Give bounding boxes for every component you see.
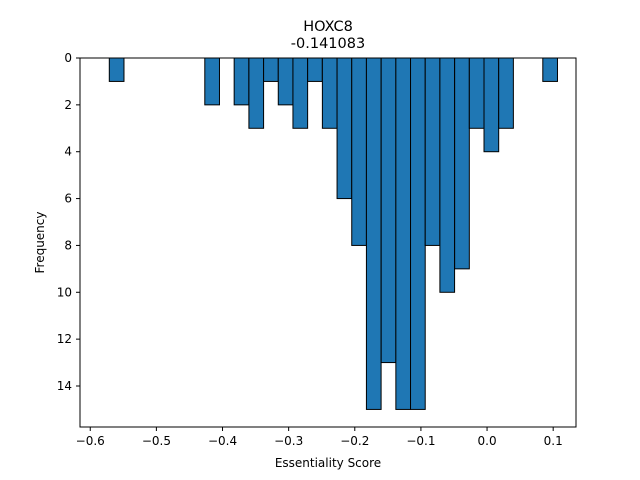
- x-tick-label: −0.4: [208, 434, 237, 448]
- histogram-bar: [351, 57, 367, 246]
- histogram-bar: [204, 57, 220, 106]
- x-tick-label: −0.5: [142, 434, 171, 448]
- chart-subtitle: -0.141083: [291, 36, 365, 52]
- y-tick-label: 8: [64, 238, 72, 252]
- y-tick-label: 4: [64, 145, 72, 159]
- histogram-bar: [277, 57, 294, 106]
- y-tick-label: 10: [57, 285, 72, 299]
- x-tick-label: 0.1: [544, 434, 563, 448]
- histogram-bar: [468, 57, 485, 129]
- histogram-bar: [365, 57, 382, 410]
- plot-frame: [79, 57, 577, 428]
- x-axis-label: Essentiality Score: [275, 456, 381, 470]
- x-tick-label: 0.0: [478, 434, 497, 448]
- y-tick-label: 14: [57, 379, 72, 393]
- histogram-bar: [483, 57, 500, 153]
- histogram-bar: [454, 57, 470, 270]
- histogram-bar: [248, 57, 265, 129]
- x-axis-ticks: −0.6 −0.5 −0.4 −0.3 −0.2 −0.1 0.0 0.1: [76, 427, 563, 448]
- x-tick-label: −0.1: [406, 434, 435, 448]
- histogram-bar: [424, 57, 441, 246]
- y-tick-label: 6: [64, 192, 72, 206]
- histogram-bar: [395, 57, 412, 410]
- histogram-bar: [233, 57, 250, 106]
- histogram-bar: [108, 57, 125, 82]
- bars-group: [108, 57, 558, 410]
- histogram-bar: [410, 57, 426, 410]
- histogram-bar: [498, 57, 514, 129]
- y-tick-label: 2: [64, 98, 72, 112]
- x-tick-label: −0.6: [76, 434, 105, 448]
- histogram-bar: [439, 57, 456, 293]
- x-tick-label: −0.2: [340, 434, 369, 448]
- chart-title: HOXC8: [303, 19, 353, 35]
- y-tick-label: 0: [64, 51, 72, 65]
- y-axis-ticks: 0 2 4 6 8 10 12 14: [57, 51, 80, 393]
- histogram-bar: [307, 57, 323, 82]
- histogram-bar: [336, 57, 353, 200]
- histogram-bar: [380, 57, 397, 364]
- histogram-bar: [263, 57, 279, 82]
- y-tick-label: 12: [57, 332, 72, 346]
- x-tick-label: −0.3: [274, 434, 303, 448]
- histogram-bar: [542, 57, 558, 82]
- y-axis-label: Frequency: [33, 212, 47, 274]
- histogram-bar: [321, 57, 338, 129]
- histogram-bar: [292, 57, 309, 129]
